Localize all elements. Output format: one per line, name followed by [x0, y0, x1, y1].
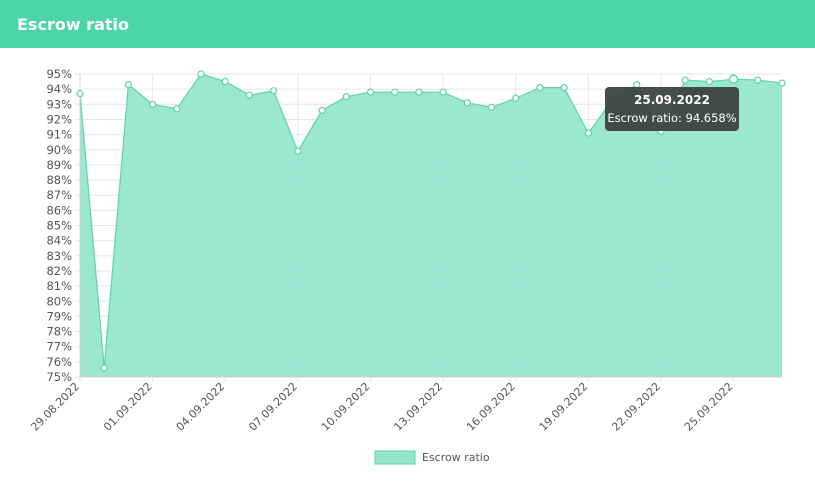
y-tick-label: 90%	[46, 143, 72, 157]
y-tick-label: 84%	[46, 234, 72, 248]
x-tick-label: 19.09.2022	[537, 380, 591, 434]
y-tick-label: 83%	[46, 249, 72, 263]
y-tick-label: 79%	[46, 309, 72, 323]
data-point[interactable]	[536, 84, 544, 92]
tooltip-title: 25.09.2022	[634, 93, 710, 107]
y-tick-label: 78%	[46, 325, 72, 339]
y-tick-label: 76%	[46, 355, 72, 369]
data-point[interactable]	[439, 88, 447, 96]
data-point[interactable]	[124, 81, 133, 89]
y-tick-label: 92%	[46, 112, 72, 126]
x-tick-label: 16.09.2022	[464, 380, 518, 434]
data-point[interactable]	[100, 364, 108, 372]
data-point[interactable]	[463, 99, 471, 107]
card-header: Escrow ratio	[0, 0, 815, 48]
data-point[interactable]	[76, 90, 84, 98]
y-tick-label: 95%	[46, 67, 72, 81]
y-tick-label: 82%	[46, 264, 72, 278]
x-tick-label: 07.09.2022	[246, 380, 300, 434]
y-tick-label: 93%	[46, 97, 72, 111]
data-point[interactable]	[633, 81, 641, 89]
data-point[interactable]	[221, 77, 229, 86]
y-tick-label: 81%	[46, 279, 72, 293]
data-point[interactable]	[487, 103, 496, 111]
data-point[interactable]	[512, 94, 520, 102]
data-point[interactable]	[560, 84, 568, 92]
x-tick-label: 25.09.2022	[682, 380, 736, 434]
y-tick-label: 91%	[46, 128, 72, 142]
legend-label[interactable]: Escrow ratio	[422, 451, 490, 464]
y-tick-label: 77%	[46, 340, 72, 354]
y-tick-label: 86%	[46, 203, 72, 217]
x-tick-label: 29.08.2022	[28, 380, 82, 434]
data-point[interactable]	[149, 100, 157, 108]
y-tick-label: 88%	[46, 173, 72, 187]
y-tick-label: 85%	[46, 219, 72, 233]
x-tick-label: 04.09.2022	[174, 380, 228, 434]
data-point[interactable]	[270, 87, 278, 95]
tooltip-body: Escrow ratio: 94.658%	[607, 111, 736, 125]
data-point[interactable]	[705, 77, 713, 86]
data-point[interactable]	[197, 70, 205, 78]
data-point[interactable]	[342, 93, 350, 101]
data-point[interactable]	[584, 129, 592, 137]
y-tick-label: 94%	[46, 82, 72, 96]
data-point[interactable]	[245, 91, 254, 99]
data-point[interactable]	[681, 76, 689, 84]
active-data-point[interactable]	[728, 74, 739, 84]
y-tick-label: 87%	[46, 188, 72, 202]
data-point[interactable]	[294, 147, 302, 155]
y-tick-label: 80%	[46, 294, 72, 308]
legend-swatch[interactable]	[374, 450, 416, 465]
data-point[interactable]	[778, 79, 786, 87]
x-tick-label: 13.09.2022	[391, 380, 445, 434]
escrow-ratio-chart[interactable]: 95%94%93%92%91%90%89%88%87%86%85%84%83%8…	[0, 48, 815, 485]
tooltip-box	[605, 87, 739, 131]
series-area	[80, 74, 782, 377]
x-tick-label: 22.09.2022	[609, 380, 663, 434]
data-point[interactable]	[173, 105, 181, 113]
data-point[interactable]	[754, 76, 762, 84]
y-tick-label: 75%	[46, 370, 72, 384]
data-point[interactable]	[318, 106, 326, 114]
x-tick-label: 10.09.2022	[319, 380, 373, 434]
x-tick-label: 01.09.2022	[101, 380, 155, 434]
y-tick-label: 89%	[46, 158, 72, 172]
data-point[interactable]	[415, 88, 423, 96]
card-title: Escrow ratio	[17, 14, 129, 34]
data-point[interactable]	[391, 88, 399, 96]
data-point[interactable]	[366, 88, 375, 96]
